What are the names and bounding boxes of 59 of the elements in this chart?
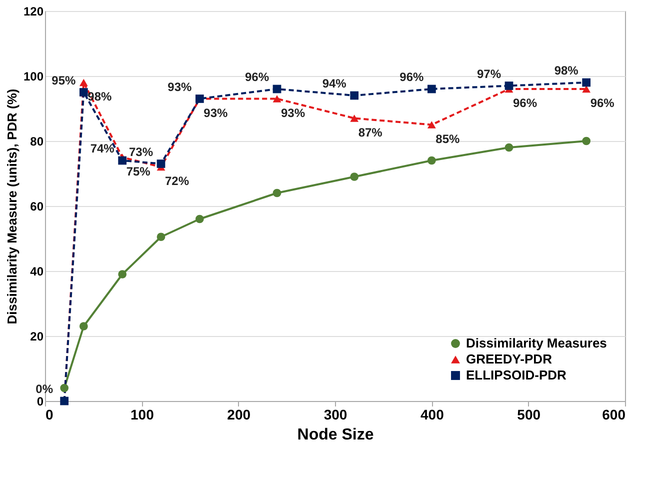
data-label: 93% — [280, 106, 306, 120]
point — [582, 78, 591, 87]
x-tick-label: 500 — [517, 406, 541, 422]
point — [156, 232, 166, 242]
legend-label: ELLIPSOID-PDR — [466, 368, 568, 382]
point — [272, 95, 282, 102]
point — [427, 121, 436, 128]
data-label: 0% — [36, 382, 54, 396]
y-tick-label: 40 — [30, 264, 44, 278]
x-tick-label: 600 — [602, 406, 626, 422]
point — [427, 84, 436, 94]
point — [79, 78, 88, 86]
point — [79, 88, 88, 96]
point — [582, 136, 591, 146]
data-label: 96% — [512, 96, 538, 110]
data-label: 93% — [204, 106, 228, 120]
x-axis-title: Node Size — [297, 426, 374, 444]
y-tick-label: 120 — [23, 4, 44, 18]
x-tick-label: 200 — [227, 406, 251, 422]
y-axis-title: Dissimilarity Measure (units), PDR (%) — [4, 88, 20, 324]
point — [156, 160, 166, 168]
data-label: 93% — [168, 80, 192, 94]
point — [427, 156, 436, 165]
point — [272, 84, 282, 94]
data-label: 85% — [436, 132, 460, 146]
point — [504, 82, 514, 90]
data-label: 87% — [358, 125, 383, 140]
y-tick-label: 100 — [23, 70, 44, 84]
data-label: 98% — [88, 90, 112, 104]
data-label: 73% — [128, 144, 154, 159]
data-label: 96% — [244, 70, 270, 84]
data-label: 97% — [476, 66, 502, 81]
y-tick-label: 0 — [36, 394, 44, 408]
data-label: 98% — [554, 64, 579, 78]
data-label: 96% — [590, 96, 615, 110]
point — [79, 322, 88, 330]
data-label: 96% — [400, 70, 424, 84]
point — [350, 91, 359, 100]
x-tick-label: 300 — [324, 406, 348, 422]
point — [350, 114, 359, 122]
point — [118, 270, 127, 278]
x-tick-label: 400 — [420, 406, 444, 422]
point — [118, 156, 127, 165]
data-label: 95% — [52, 73, 76, 88]
point — [504, 143, 514, 152]
point — [272, 188, 282, 198]
legend-label: GREEDY-PDR — [466, 352, 553, 366]
x-tick-label: 100 — [130, 406, 154, 422]
data-label: 94% — [322, 76, 347, 90]
point — [195, 214, 204, 224]
point — [60, 384, 69, 392]
data-label: 75% — [126, 164, 151, 178]
data-label: 74% — [90, 142, 115, 156]
y-tick-label: 80 — [30, 134, 44, 148]
point — [350, 172, 359, 181]
y-tick-label: 20 — [30, 330, 44, 344]
y-tick-label: 60 — [30, 200, 44, 214]
legend-label: Dissimilarity Measures — [466, 336, 607, 350]
data-label: 72% — [164, 174, 190, 188]
